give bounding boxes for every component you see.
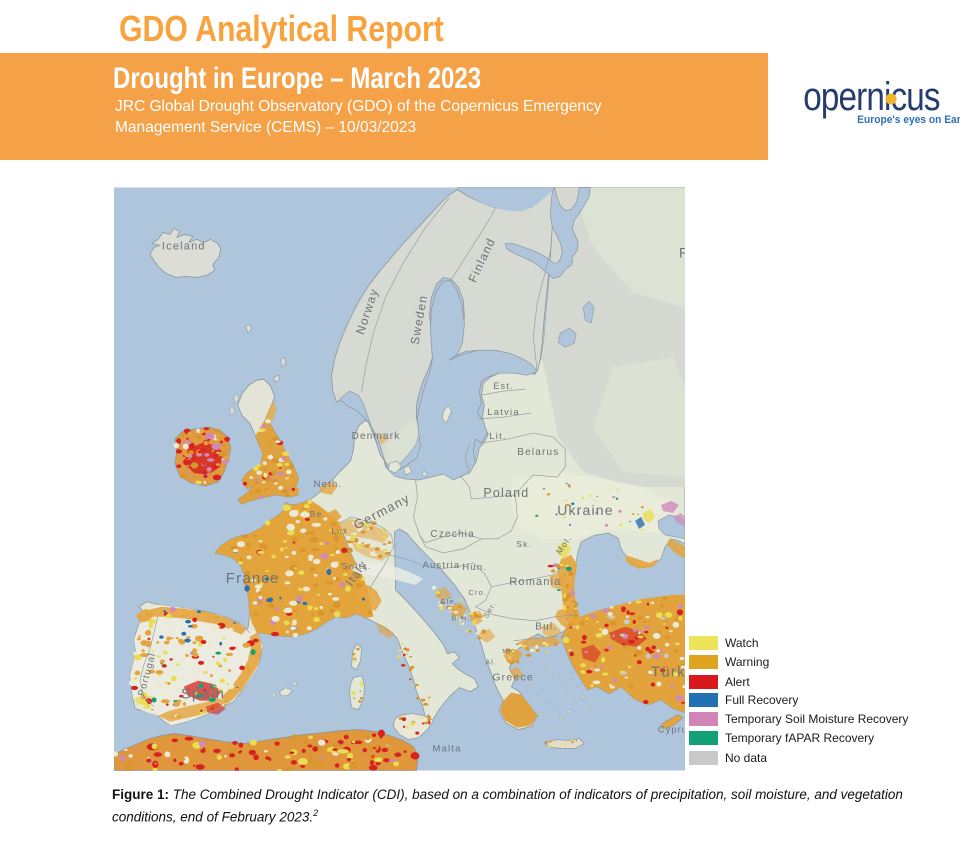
svg-text:Cro.: Cro. [468, 588, 487, 597]
svg-text:Hun.: Hun. [462, 562, 487, 573]
svg-text:Switz.: Switz. [342, 561, 372, 571]
svg-text:Lux: Lux [332, 527, 348, 536]
svg-text:Al.: Al. [485, 660, 497, 667]
svg-text:Malta: Malta [432, 744, 461, 755]
svg-text:Neth.: Neth. [314, 479, 343, 490]
svg-text:Iceland: Iceland [162, 240, 206, 252]
svg-text:Greece: Greece [492, 673, 534, 684]
svg-text:Sk.: Sk. [516, 539, 532, 549]
svg-text:Belarus: Belarus [517, 447, 559, 458]
svg-text:Bul.: Bul. [535, 622, 557, 633]
svg-text:B.H.: B.H. [451, 614, 470, 623]
svg-text:Lit.: Lit. [489, 431, 506, 442]
svg-text:Denmark: Denmark [352, 431, 401, 442]
svg-text:Czechia: Czechia [430, 529, 474, 540]
svg-text:MK: MK [502, 649, 514, 656]
svg-text:R: R [679, 244, 685, 260]
svg-text:Cyprus: Cyprus [658, 725, 685, 735]
svg-text:Poland: Poland [483, 486, 529, 500]
svg-text:Latvia: Latvia [487, 407, 519, 418]
svg-text:opernicus: opernicus [803, 74, 940, 119]
svg-text:Sle.: Sle. [440, 597, 458, 606]
svg-text:Europe's eyes on Earth: Europe's eyes on Earth [857, 114, 960, 126]
svg-text:Austria: Austria [422, 560, 460, 571]
svg-text:France: France [226, 570, 280, 587]
svg-text:Romania: Romania [509, 576, 561, 588]
svg-text:Türki: Türki [651, 664, 685, 681]
svg-text:Spain: Spain [181, 686, 225, 703]
svg-text:Est.: Est. [493, 381, 513, 391]
svg-text:Ukraine: Ukraine [557, 502, 614, 518]
svg-text:Be.: Be. [310, 509, 326, 519]
